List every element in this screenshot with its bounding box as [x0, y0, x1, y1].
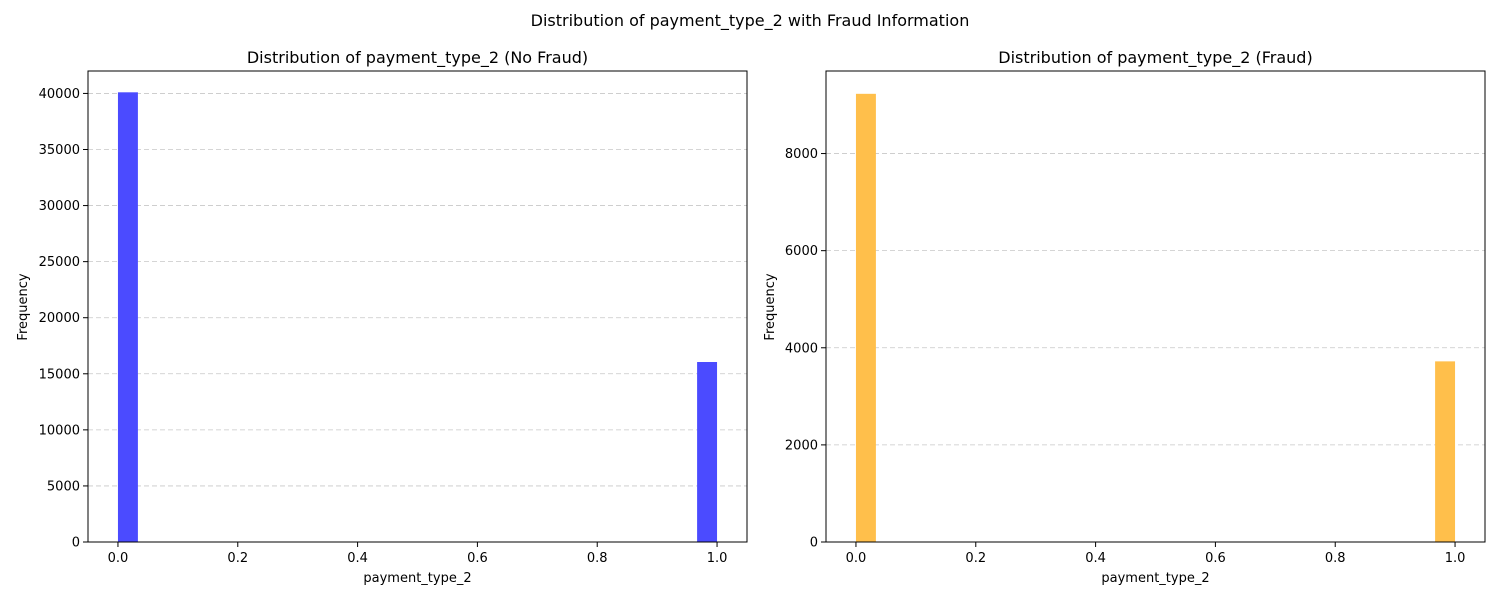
subplot-fraud-title: Distribution of payment_type_2 (Fraud) [998, 48, 1312, 68]
fraud-xtick-label-4: 0.8 [1325, 551, 1346, 566]
no-fraud-ytick-label-4: 20000 [39, 311, 80, 326]
no-fraud-ytick-label-3: 15000 [39, 367, 80, 382]
no-fraud-xtick-label-5: 1.0 [707, 551, 728, 566]
fraud-ytick-label-3: 6000 [785, 244, 818, 259]
no-fraud-ytick-label-1: 5000 [47, 479, 80, 494]
no-fraud-ytick-label-2: 10000 [39, 423, 80, 438]
subplot-fraud-xlabel: payment_type_2 [1101, 571, 1209, 586]
subplot-fraud-ylabel: Frequency [763, 273, 778, 340]
fraud-axes-frame [825, 70, 1486, 543]
no-fraud-ytick-label-0: 0 [72, 536, 80, 551]
figure-suptitle: Distribution of payment_type_2 with Frau… [531, 11, 970, 31]
no-fraud-xtick-label-1: 0.2 [227, 551, 248, 566]
no-fraud-bar-0 [117, 92, 138, 543]
no-fraud-ytick-label-5: 25000 [39, 255, 80, 270]
subplot-no-fraud-ylabel: Frequency [16, 273, 31, 340]
no-fraud-axes-frame [87, 70, 748, 543]
fraud-xtick-label-5: 1.0 [1445, 551, 1466, 566]
fraud-xtick-label-1: 0.2 [965, 551, 986, 566]
no-fraud-ytick-label-8: 40000 [39, 87, 80, 102]
fraud-ytick-label-4: 8000 [785, 147, 818, 162]
subplot-no-fraud: Distribution of payment_type_2 (No Fraud… [16, 48, 748, 586]
fraud-ytick-label-2: 4000 [785, 341, 818, 356]
fraud-ytick-label-1: 2000 [785, 438, 818, 453]
fraud-xtick-label-2: 0.4 [1085, 551, 1106, 566]
no-fraud-xtick-label-0: 0.0 [108, 551, 129, 566]
no-fraud-ytick-label-7: 35000 [39, 143, 80, 158]
fraud-xtick-label-3: 0.6 [1205, 551, 1226, 566]
no-fraud-ytick-label-6: 30000 [39, 199, 80, 214]
no-fraud-xtick-label-2: 0.4 [347, 551, 368, 566]
fraud-xtick-label-0: 0.0 [846, 551, 867, 566]
fraud-bar-1 [1435, 361, 1456, 542]
fraud-bar-0 [855, 93, 876, 542]
subplot-no-fraud-xlabel: payment_type_2 [363, 571, 471, 586]
no-fraud-xtick-label-4: 0.8 [587, 551, 608, 566]
no-fraud-bar-1 [697, 362, 718, 542]
subplot-fraud: Distribution of payment_type_2 (Fraud) p… [763, 48, 1486, 586]
no-fraud-xtick-label-3: 0.6 [467, 551, 488, 566]
fraud-ytick-label-0: 0 [810, 536, 818, 551]
subplot-no-fraud-title: Distribution of payment_type_2 (No Fraud… [247, 48, 588, 68]
